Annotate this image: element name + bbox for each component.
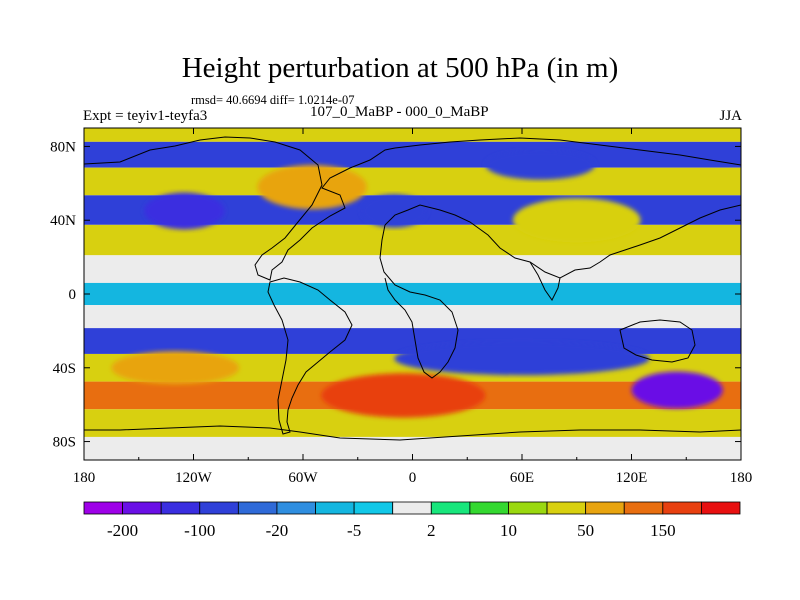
colorbar-label: -20: [266, 521, 289, 540]
colorbar-swatch: [469, 501, 509, 515]
colorbar-swatch: [122, 501, 162, 515]
x-tick-label: 0: [409, 470, 417, 486]
colorbar-swatch: [237, 501, 278, 515]
colorbar-swatch: [315, 501, 355, 515]
colorbar-label: -100: [184, 521, 215, 540]
x-axis: 180 120W 60W 0 60E 120E 180: [73, 128, 753, 486]
colorbar-swatch: [353, 501, 394, 515]
y-axis: 80N 40N 0 40S 80S: [50, 139, 741, 451]
x-tick-label: 180: [730, 470, 753, 486]
field-band: [84, 255, 741, 283]
field-high-north-atlantic: [257, 164, 367, 210]
period-label: 107_0_MaBP - 000_0_MaBP: [310, 104, 489, 120]
colorbar-swatch: [392, 501, 432, 515]
experiment-label: Expt = teyiv1-teyfa3: [83, 108, 208, 124]
coastline-south-america: [267, 277, 353, 435]
colorbar-swatch: [160, 501, 201, 515]
coastline-indian-peninsula: [529, 261, 561, 301]
coastline-africa: [379, 224, 459, 379]
coastline-antarctica: [84, 425, 741, 441]
colorbar-swatch: [546, 501, 587, 515]
x-tick-label: 120E: [616, 470, 648, 486]
y-tick-label: 40N: [50, 213, 76, 229]
rmsd-stats: rmsd= 40.6694 diff= 1.0214e-07: [191, 93, 355, 107]
colorbar-label: -5: [347, 521, 361, 540]
field-high-south-atlantic: [321, 373, 486, 418]
season-label: JJA: [719, 108, 742, 124]
coastline-north-america: [84, 136, 396, 281]
colorbar-swatch: [83, 501, 123, 515]
field-high-pacific-south: [111, 351, 240, 385]
colorbar-swatch: [199, 501, 239, 515]
field-low-north-atlantic: [361, 194, 428, 228]
colorbar-swatch: [276, 501, 316, 515]
colorbar-label: 10: [500, 521, 517, 540]
field-band: [84, 167, 741, 196]
field-band: [84, 436, 741, 460]
y-tick-label: 80N: [50, 139, 76, 155]
field-low-south-pacific: [631, 371, 723, 409]
colorbar-swatch: [623, 501, 664, 515]
colorbar-label: 2: [427, 521, 436, 540]
colorbar-label: 50: [577, 521, 594, 540]
colorbar-swatch: [662, 501, 702, 515]
colorbar-label: -200: [107, 521, 138, 540]
colorbar-swatch: [701, 501, 741, 515]
field-low-north-pacific: [144, 192, 225, 230]
colorbar-label: 150: [650, 521, 676, 540]
coastline-eurasia: [384, 137, 741, 279]
coastline-australia: [619, 319, 696, 363]
coastlines: [84, 136, 741, 441]
y-tick-label: 0: [69, 287, 77, 303]
height-perturbation-field: [84, 128, 741, 460]
x-tick-label: 60W: [288, 470, 318, 486]
field-band: [84, 328, 741, 354]
y-tick-label: 40S: [53, 361, 76, 377]
x-tick-label: 60E: [510, 470, 534, 486]
x-tick-label: 180: [73, 470, 96, 486]
field-low-indian-ocean: [394, 341, 650, 376]
field-high-asia: [512, 198, 641, 243]
colorbar-swatch: [585, 501, 625, 515]
field-band: [84, 282, 741, 306]
y-tick-label: 80S: [53, 435, 76, 451]
colorbar: -200 -100 -20 -5 2 10 50 150: [83, 501, 741, 540]
field-low-siberia: [485, 150, 595, 180]
colorbar-swatch: [430, 501, 471, 515]
plot-title: Height perturbation at 500 hPa (in m): [181, 52, 619, 84]
x-tick-label: 120W: [175, 470, 213, 486]
field-band: [84, 305, 741, 329]
colorbar-swatch: [508, 501, 548, 515]
